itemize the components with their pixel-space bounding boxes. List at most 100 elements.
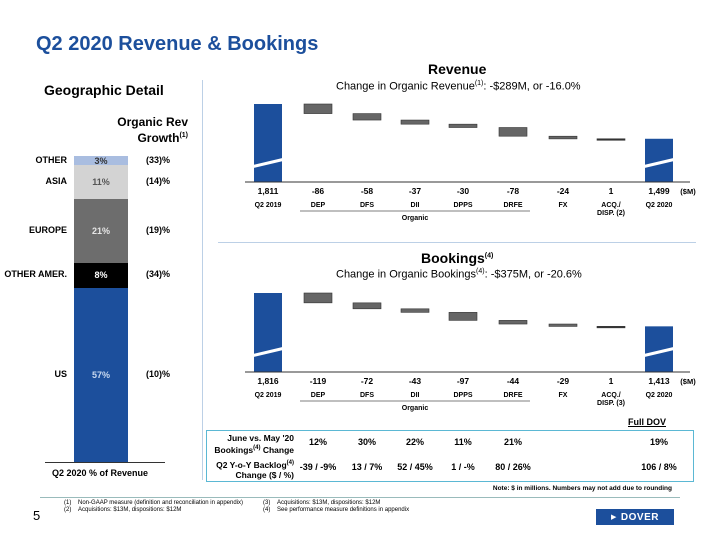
delta-bar xyxy=(548,323,578,327)
delta-bar xyxy=(498,127,528,137)
units-note: Note: $ in millions. Numbers may not add… xyxy=(492,485,672,492)
table-cell: 80 / 26% xyxy=(495,462,531,472)
unit-label: ($M) xyxy=(680,187,696,196)
value-label: 1,499 xyxy=(648,186,670,196)
geo-growth-value: (19)% xyxy=(146,224,171,235)
table-cell: 12% xyxy=(308,437,327,447)
category-label: DFS xyxy=(360,392,374,399)
geo-region-label: ASIA xyxy=(45,176,67,186)
footnote-2-num: (2) xyxy=(64,507,72,513)
value-label: 1 xyxy=(609,376,614,386)
geo-baseline xyxy=(45,462,165,463)
delta-bar xyxy=(400,308,430,313)
start-bar-break xyxy=(250,157,286,169)
category-label: Q2 2019 xyxy=(255,202,282,209)
dover-logo: ▶ DOVER xyxy=(596,509,674,525)
geo-growth-value: (34)% xyxy=(146,269,171,280)
organic-group-label: Organic xyxy=(402,405,429,412)
geo-segment-pct: 21% xyxy=(91,225,110,236)
geo-header-line1: Organic Rev xyxy=(117,115,188,129)
geo-region-label: US xyxy=(54,368,67,379)
bookings-subtitle-text: Change in Organic Bookings xyxy=(336,268,477,281)
category-label: DII xyxy=(411,202,420,209)
geo-region-label: EUROPE xyxy=(28,224,67,235)
geo-region-label: OTHER AMER. xyxy=(4,269,67,280)
end-bar-break xyxy=(641,157,677,169)
category-label: Q2 2020 xyxy=(646,392,673,399)
logo-mark-icon: ▶ xyxy=(611,514,617,521)
category-label: DEP xyxy=(311,392,326,399)
footnote-1: (1) Non-GAAP measure (definition and rec… xyxy=(64,500,243,506)
geo-segment-pct: 8% xyxy=(94,270,108,281)
delta-bar xyxy=(448,312,478,321)
geo-title: Geographic Detail xyxy=(44,82,164,98)
revenue-subtitle-sup: (1) xyxy=(474,80,484,87)
revenue-subtitle: Change in Organic Revenue(1): -$289M, or… xyxy=(336,80,581,93)
delta-bar xyxy=(548,135,578,140)
table-cell: 21% xyxy=(503,437,522,447)
footnote-4: (4) See performance measure definitions … xyxy=(263,507,409,513)
value-label: -43 xyxy=(409,376,422,386)
value-label: 1,816 xyxy=(257,376,279,386)
delta-bar xyxy=(596,138,626,141)
revenue-title: Revenue xyxy=(428,61,487,77)
geo-region-label: OTHER xyxy=(35,154,68,165)
start-bar xyxy=(254,104,282,182)
revenue-subtitle-text: Change in Organic Revenue xyxy=(336,80,475,93)
logo-text: DOVER xyxy=(620,511,659,523)
table-cell: 22% xyxy=(405,437,424,447)
row2-label-line2: Change ($ / %) xyxy=(235,469,294,480)
unit-label: ($M) xyxy=(680,377,696,386)
horizontal-divider xyxy=(218,242,696,243)
footnote-3-num: (3) xyxy=(263,500,271,506)
page-number: 5 xyxy=(33,508,41,523)
table-cell: 1 / -% xyxy=(451,462,475,472)
table-cell: 13 / 7% xyxy=(351,462,383,472)
table-cell: -39 / -9% xyxy=(299,462,337,472)
row1-label-sup: (4) xyxy=(253,445,261,451)
value-label: -86 xyxy=(312,186,325,196)
category-label: FX xyxy=(559,392,568,399)
delta-bar xyxy=(303,292,333,304)
end-bar-break xyxy=(641,346,677,358)
bookings-title-sup: (4) xyxy=(484,252,494,260)
geo-segment-pct: 3% xyxy=(94,155,108,166)
footnote-1-num: (1) xyxy=(64,500,72,506)
value-label: 1,811 xyxy=(258,186,279,196)
delta-bar xyxy=(352,113,382,121)
value-label: -72 xyxy=(361,376,374,386)
category-label: DII xyxy=(411,392,420,399)
category-label-line2: DISP. (2) xyxy=(597,210,625,217)
start-bar xyxy=(254,293,282,372)
category-label: DRFE xyxy=(503,392,522,399)
value-label: -24 xyxy=(557,186,570,196)
value-label: -119 xyxy=(310,376,327,386)
row1-label-line3: Change xyxy=(260,444,294,455)
delta-bar xyxy=(303,103,333,114)
value-label: -44 xyxy=(507,376,520,386)
category-label: DRFE xyxy=(503,202,522,209)
value-label: 1,413 xyxy=(648,376,670,386)
delta-bar xyxy=(448,123,478,128)
bookings-subtitle-value: : -$375M, or -20.6% xyxy=(484,268,582,281)
geo-caption: Q2 2020 % of Revenue xyxy=(52,468,149,478)
geo-growth-value: (33)% xyxy=(146,154,171,165)
table-cell: 52 / 45% xyxy=(397,462,433,472)
full-dov-label: Full DOV xyxy=(628,417,666,427)
delta-bar xyxy=(498,320,528,325)
value-label: -37 xyxy=(409,186,422,196)
geo-segment-other: 3% xyxy=(74,155,128,166)
value-label: 1 xyxy=(609,186,614,196)
bookings-title-text: Bookings xyxy=(421,250,485,266)
table-cell: 19% xyxy=(649,437,668,447)
table-cell: 106 / 8% xyxy=(641,462,677,472)
geo-growth-header: Organic Rev Growth(1) xyxy=(110,115,188,145)
category-label: Q2 2019 xyxy=(255,392,282,399)
delta-bar xyxy=(400,119,430,125)
table-row2-label: Q2 Y-o-Y Backlog(4) Change ($ / %) xyxy=(210,458,294,480)
geo-growth-value: (14)% xyxy=(146,176,171,186)
bookings-backlog-table xyxy=(206,430,694,482)
footer-rule xyxy=(40,497,680,498)
